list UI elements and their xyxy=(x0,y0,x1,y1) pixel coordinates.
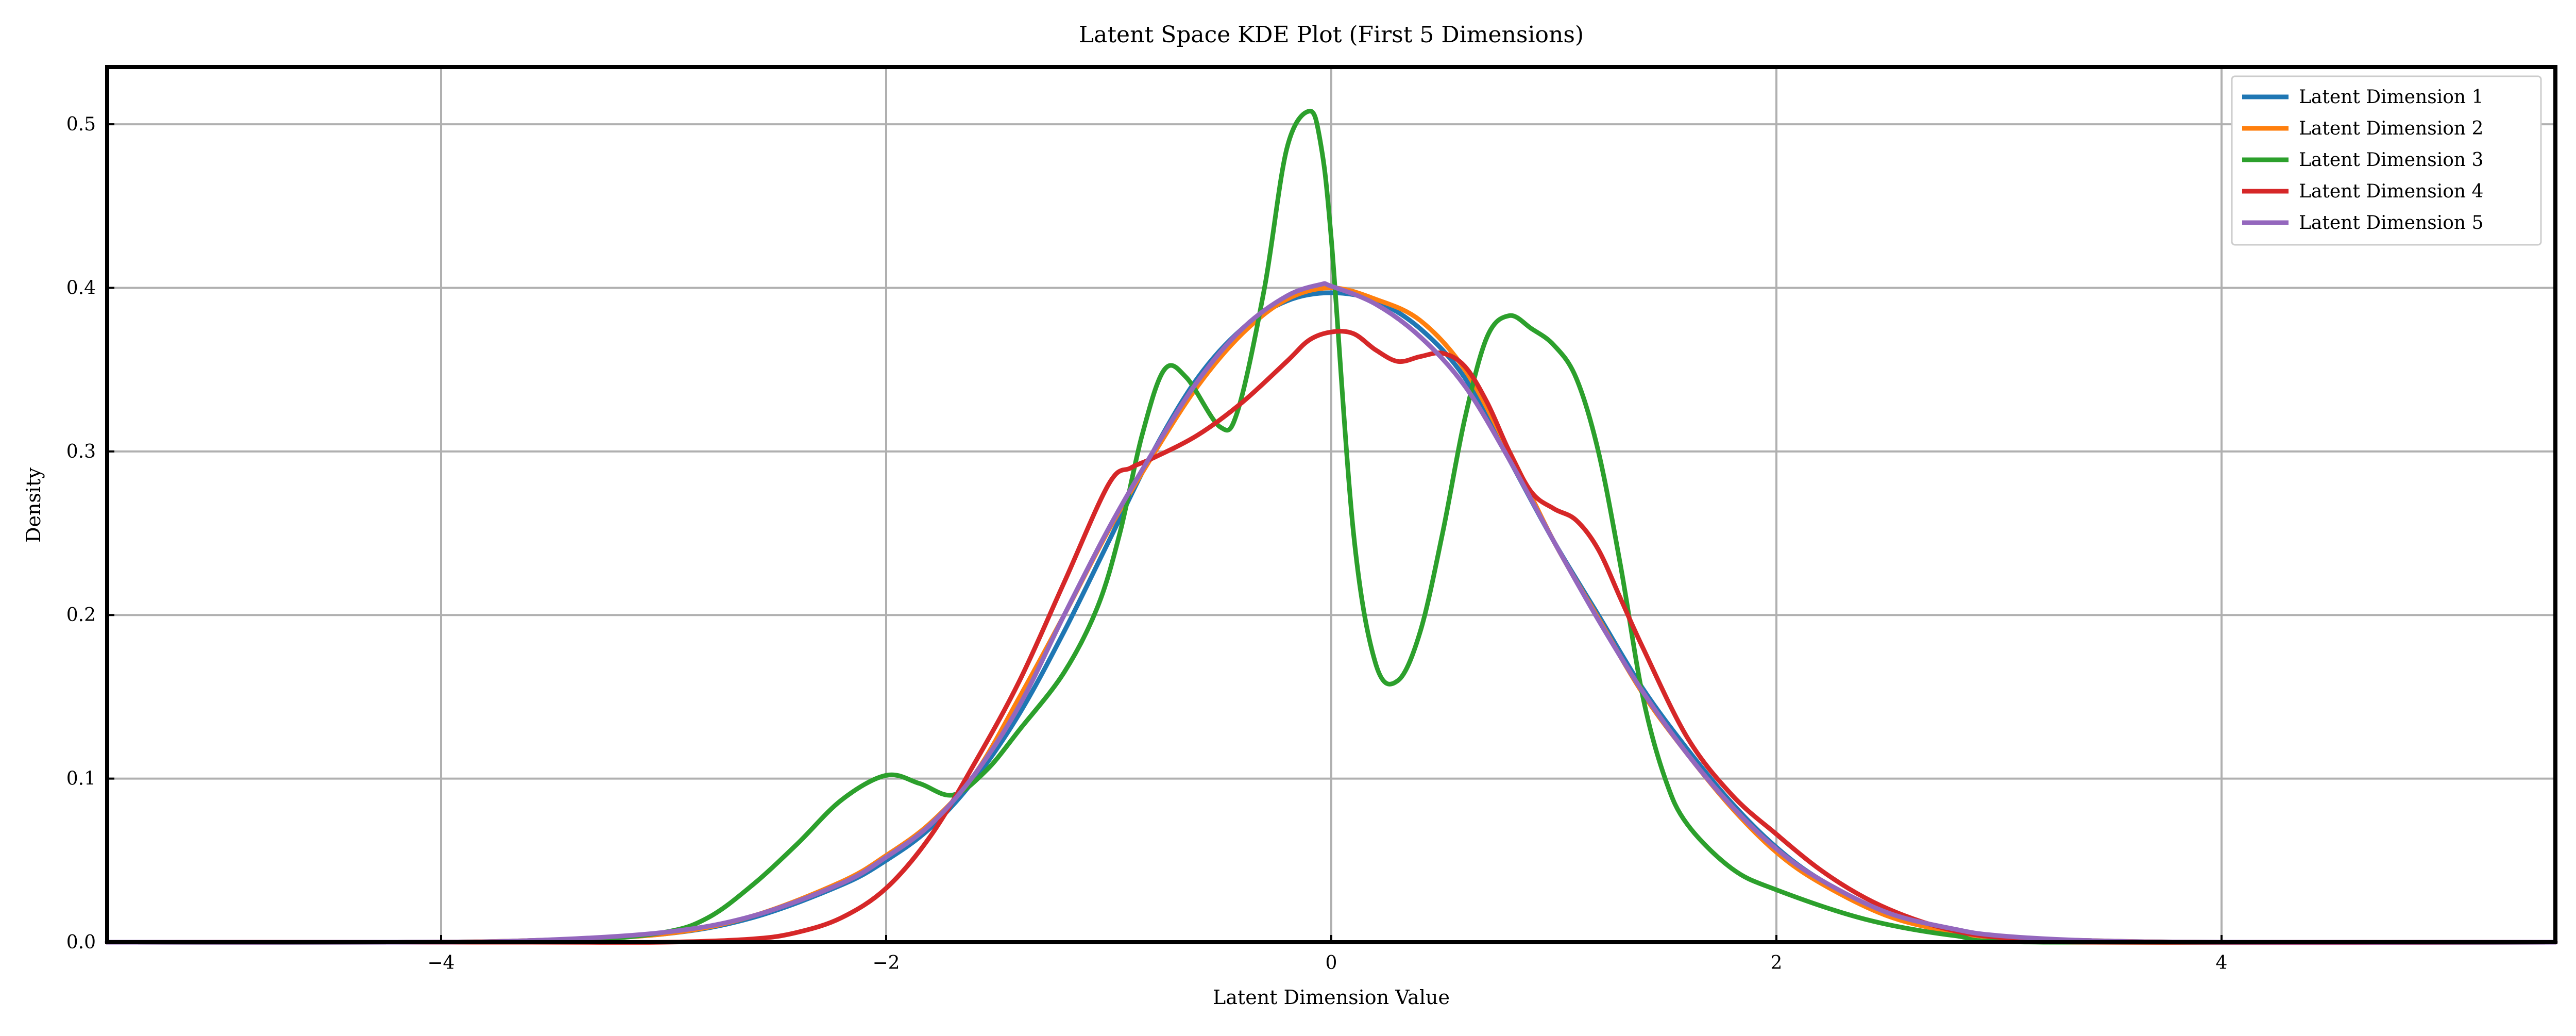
legend-label: Latent Dimension 3 xyxy=(2299,149,2483,171)
x-tick-label: 4 xyxy=(2216,953,2228,974)
legend-label: Latent Dimension 5 xyxy=(2299,212,2483,233)
x-axis-label: Latent Dimension Value xyxy=(1213,986,1450,1009)
legend-label: Latent Dimension 1 xyxy=(2299,87,2483,108)
legend: Latent Dimension 1 Latent Dimension 2 Late… xyxy=(2231,75,2542,246)
series-line-3 xyxy=(105,109,2558,945)
legend-box xyxy=(2231,75,2542,246)
series-line-5 xyxy=(105,281,2558,945)
y-tick-label: 0.5 xyxy=(66,114,96,135)
grid xyxy=(107,67,2555,943)
legend-label: Latent Dimension 4 xyxy=(2299,181,2483,202)
y-tick-label: 0.4 xyxy=(66,277,96,298)
x-tick-label: −2 xyxy=(872,953,900,974)
x-tick-label: −4 xyxy=(427,953,454,974)
x-tick-label: 0 xyxy=(1326,953,1337,974)
chart-title: Latent Space KDE Plot (First 5 Dimension… xyxy=(1079,22,1584,48)
y-tick-label: 0.0 xyxy=(66,932,96,953)
y-axis-label: Density xyxy=(22,467,45,543)
y-tick-label: 0.1 xyxy=(66,768,96,790)
axis-ticks: −4 −2 0 2 4 0.0 0.1 0.2 0.3 0.4 0.5 xyxy=(66,114,2228,974)
series-line-4 xyxy=(105,329,2558,945)
series-lines xyxy=(105,109,2558,945)
x-tick-label: 2 xyxy=(1771,953,1783,974)
legend-label: Latent Dimension 2 xyxy=(2299,118,2483,139)
y-tick-label: 0.3 xyxy=(66,441,96,462)
y-tick-label: 0.2 xyxy=(66,605,96,626)
